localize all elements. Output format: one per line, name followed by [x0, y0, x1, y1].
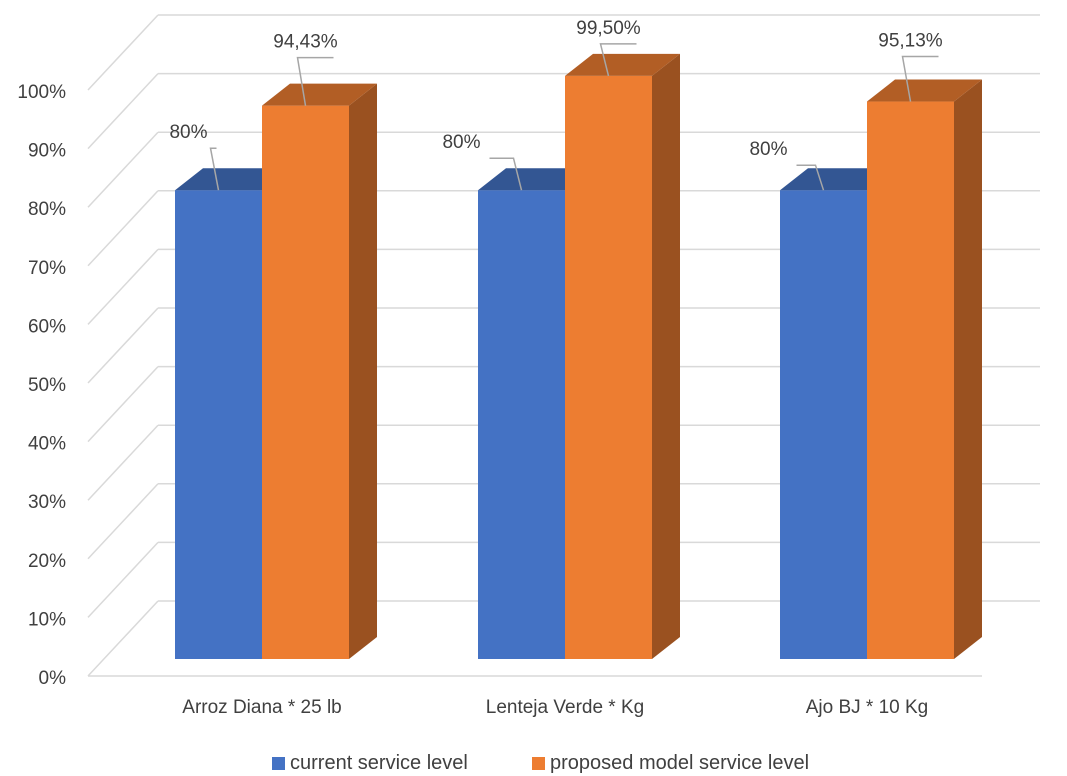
bar-front	[780, 190, 867, 659]
gridline-diagonal	[87, 190, 159, 267]
data-label: 80%	[442, 132, 480, 153]
bars	[175, 53, 982, 660]
bar-side	[652, 53, 680, 660]
legend-swatch	[532, 757, 545, 770]
y-tick-label: 30%	[28, 492, 66, 513]
y-tick-label: 40%	[28, 434, 66, 455]
gridline-diagonal	[87, 424, 159, 501]
bar-top	[565, 53, 680, 76]
bar-top	[175, 168, 290, 191]
bar-front	[175, 190, 262, 659]
x-tick-label: Arroz Diana * 25 lb	[182, 697, 341, 718]
data-label-leader	[209, 147, 220, 191]
data-label-leader	[489, 157, 523, 191]
data-label: 94,43%	[273, 32, 338, 53]
y-tick-label: 0%	[39, 668, 67, 689]
data-label-leader	[599, 43, 637, 77]
y-tick-label: 20%	[28, 551, 66, 572]
legend: current service level proposed model serv…	[272, 752, 809, 774]
legend-entry: current service level	[290, 752, 468, 774]
data-label-leader	[796, 164, 825, 191]
bar-side	[349, 83, 377, 659]
data-label-leader	[296, 56, 334, 106]
y-tick-label: 70%	[28, 258, 66, 279]
y-tick-label: 10%	[28, 609, 66, 630]
x-tick-label: Ajo BJ * 10 Kg	[806, 697, 929, 718]
legend-swatch	[272, 757, 285, 770]
bar-front	[262, 105, 349, 659]
legend-entry: proposed model service level	[550, 752, 809, 774]
y-tick-label: 90%	[28, 141, 66, 162]
data-labels: 80% 94,43% 80% 99,50% 80% 95,13%	[169, 18, 943, 191]
gridline-diagonal	[87, 307, 159, 384]
gridline-diagonal	[87, 248, 159, 325]
data-label: 80%	[169, 122, 207, 143]
y-tick-label: 60%	[28, 316, 66, 337]
gridline-diagonal	[87, 366, 159, 443]
data-label: 99,50%	[576, 18, 641, 39]
y-tick-label: 100%	[17, 82, 66, 103]
x-axis: Arroz Diana * 25 lb Lenteja Verde * Kg Ajo…	[182, 697, 928, 718]
y-tick-label: 80%	[28, 199, 66, 220]
bar-front	[867, 101, 954, 659]
gridline-diagonal	[87, 14, 159, 91]
bar-front	[565, 75, 652, 660]
bar-top	[262, 83, 377, 106]
bar-top	[780, 168, 895, 191]
gridline-diagonal	[87, 131, 159, 208]
gridline-diagonal	[87, 73, 159, 150]
gridline-diagonal	[87, 483, 159, 560]
bar-side	[954, 79, 982, 659]
gridline-diagonal	[87, 600, 159, 677]
gridline-diagonal	[87, 541, 159, 618]
y-axis: 0% 10% 20% 30% 40% 50% 60% 70% 80% 90% 100%	[17, 82, 66, 689]
data-label: 80%	[749, 139, 787, 160]
data-label: 95,13%	[878, 31, 943, 52]
bar-top	[478, 168, 593, 191]
bar-front	[478, 190, 565, 659]
data-label-leader	[901, 55, 939, 102]
y-tick-label: 50%	[28, 375, 66, 396]
bar-top	[867, 79, 982, 102]
x-tick-label: Lenteja Verde * Kg	[486, 697, 644, 718]
